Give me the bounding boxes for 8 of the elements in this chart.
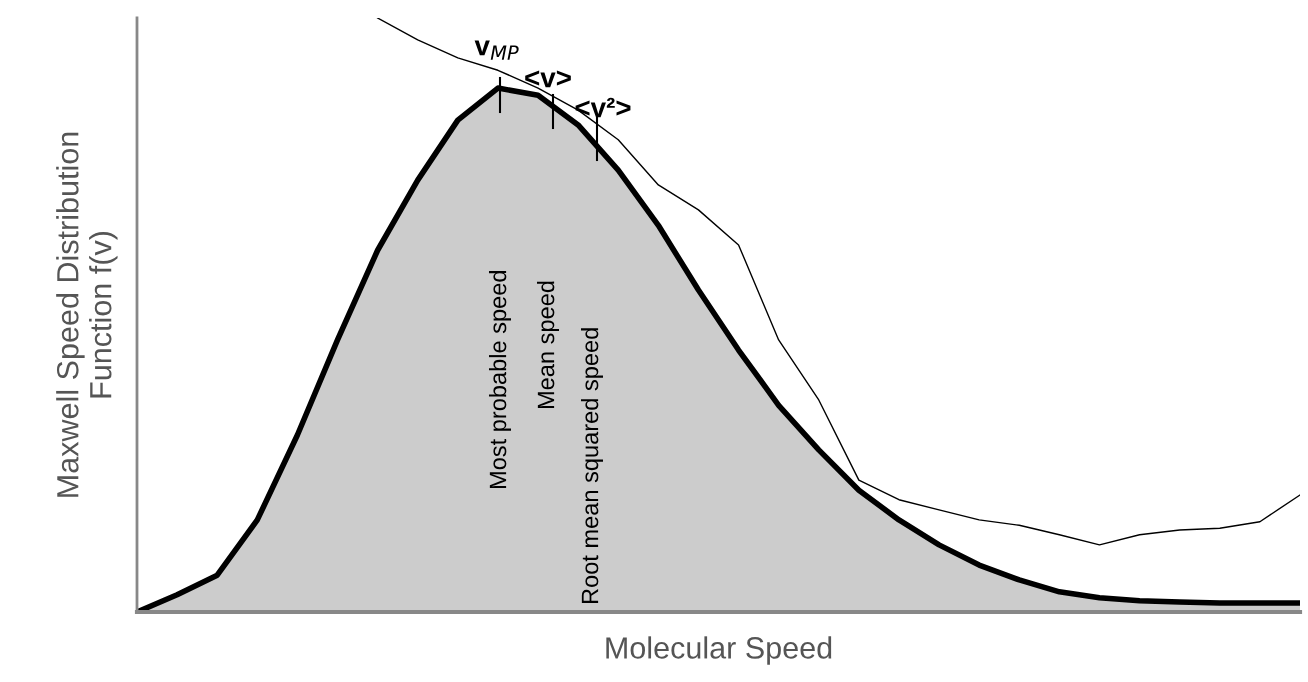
annotation: <v²> [575,97,631,118]
annotation: Most probable speed [488,271,511,489]
annotation: <v> [525,70,571,88]
annotation: Mean speed [536,281,559,409]
annotation: v$_{MP}$ [474,40,519,60]
annotation: Root mean squared speed [580,328,604,604]
x-axis-title: Molecular Speed [606,636,832,665]
y-axis-title: Maxwell Speed Distribution Function f(v) [56,132,118,497]
